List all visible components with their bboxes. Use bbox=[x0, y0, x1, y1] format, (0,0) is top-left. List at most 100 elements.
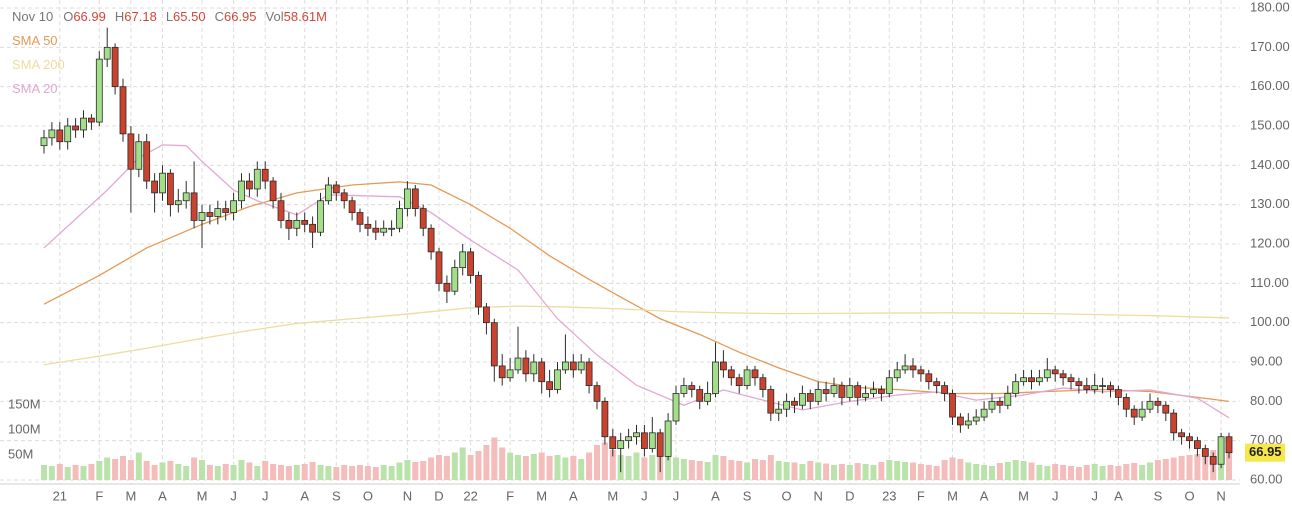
candle-body bbox=[135, 141, 143, 170]
volume-bar bbox=[996, 463, 1003, 480]
volume-bar bbox=[1202, 452, 1209, 480]
volume-bar bbox=[538, 452, 545, 480]
candle-body bbox=[814, 389, 822, 402]
candle-body bbox=[917, 369, 925, 375]
candle-body bbox=[941, 385, 948, 394]
volume-bar bbox=[720, 456, 727, 480]
candle-body bbox=[601, 400, 609, 438]
y-tick-label: 120.00 bbox=[1250, 235, 1290, 250]
volume-bar bbox=[238, 460, 245, 480]
volume-bar bbox=[894, 461, 901, 480]
candle-body bbox=[111, 46, 119, 88]
candle-body bbox=[277, 200, 285, 221]
volume-bar bbox=[1178, 456, 1185, 480]
volume-bar bbox=[1107, 465, 1114, 480]
volume-bar bbox=[467, 455, 474, 480]
volume-bar bbox=[420, 461, 427, 480]
candle-body bbox=[64, 125, 72, 143]
candle-body bbox=[411, 188, 419, 210]
volume-bar bbox=[1194, 454, 1201, 480]
candle-body bbox=[759, 377, 767, 390]
candle-body bbox=[1162, 404, 1170, 414]
volume-bar bbox=[333, 467, 340, 480]
volume-bar bbox=[586, 452, 593, 480]
candle-body bbox=[498, 365, 506, 379]
candle-body bbox=[1043, 369, 1051, 379]
candle-body bbox=[885, 377, 893, 394]
candle-body bbox=[1115, 389, 1122, 398]
volume-bar bbox=[957, 459, 964, 480]
volume-bar bbox=[641, 457, 648, 480]
volume-bar bbox=[712, 455, 719, 480]
candle-body bbox=[40, 137, 48, 147]
volume-bar bbox=[1004, 462, 1011, 480]
candle-body bbox=[388, 227, 396, 230]
candle-body bbox=[1051, 369, 1059, 375]
candle-body bbox=[641, 432, 648, 449]
y-tick-label: 100.00 bbox=[1250, 314, 1290, 329]
x-tick-label: A bbox=[569, 488, 578, 503]
candle-body bbox=[238, 180, 245, 202]
volume-bar bbox=[902, 462, 909, 480]
volume-bar bbox=[483, 445, 490, 480]
x-tick-label: M bbox=[1018, 488, 1029, 503]
volume-bar bbox=[1139, 465, 1146, 480]
candle-body bbox=[1201, 448, 1209, 457]
candle-body bbox=[838, 385, 846, 398]
volume-bar bbox=[854, 463, 861, 480]
volume-bar bbox=[878, 462, 885, 480]
x-tick-label: S bbox=[332, 488, 341, 503]
volume-bar bbox=[301, 464, 308, 480]
candle-body bbox=[269, 180, 277, 202]
legend-entry: SMA 200 bbox=[12, 57, 65, 72]
ohlc-label: Vol bbox=[265, 9, 284, 24]
x-tick-label: J bbox=[641, 488, 648, 503]
candle-body bbox=[230, 200, 238, 213]
y-tick-label: 110.00 bbox=[1250, 275, 1289, 290]
candle-body bbox=[490, 322, 498, 367]
volume-bar bbox=[72, 465, 79, 480]
volume-bar bbox=[1123, 464, 1130, 480]
volume-bar bbox=[752, 459, 758, 480]
x-tick-label: O bbox=[363, 488, 373, 503]
legend-entry: SMA 20 bbox=[12, 81, 58, 96]
volume-bar bbox=[917, 464, 924, 480]
candle-body bbox=[214, 208, 222, 217]
volume-bar bbox=[459, 447, 466, 480]
candle-body bbox=[1186, 436, 1193, 442]
ohlc-value: 58.61M bbox=[283, 9, 327, 24]
candle-body bbox=[846, 385, 854, 398]
candle-body bbox=[1067, 377, 1075, 383]
x-tick-label: J bbox=[1052, 488, 1059, 503]
volume-bar bbox=[989, 466, 995, 480]
candle-body bbox=[546, 381, 553, 390]
volume-bar bbox=[562, 457, 569, 480]
volume-bar bbox=[1028, 462, 1035, 480]
volume-bar bbox=[230, 465, 237, 480]
candle-body bbox=[996, 400, 1004, 406]
candle-body bbox=[482, 306, 490, 324]
candle-body bbox=[751, 369, 759, 379]
candle-body bbox=[1059, 373, 1067, 379]
candle-body bbox=[514, 357, 522, 371]
volume-bar bbox=[1186, 455, 1193, 480]
x-tick-label: D bbox=[845, 488, 854, 503]
volume-bar bbox=[143, 461, 150, 480]
candle-body bbox=[356, 212, 364, 225]
candle-body bbox=[245, 180, 253, 190]
candle-body bbox=[712, 361, 719, 394]
y-tick-label: 60.00 bbox=[1250, 471, 1283, 486]
sma-line bbox=[43, 144, 1230, 419]
volume-bar bbox=[807, 461, 814, 480]
volume-bar bbox=[578, 459, 585, 480]
candle-body bbox=[332, 184, 340, 194]
candle-body bbox=[664, 420, 672, 457]
volume-bar bbox=[554, 455, 561, 480]
volume-bar bbox=[767, 455, 774, 480]
volume-bar bbox=[633, 452, 640, 480]
x-tick-label: N bbox=[403, 488, 412, 503]
x-tick-label: O bbox=[1184, 488, 1194, 503]
candle-body bbox=[1209, 455, 1217, 465]
candle-body bbox=[301, 219, 309, 225]
